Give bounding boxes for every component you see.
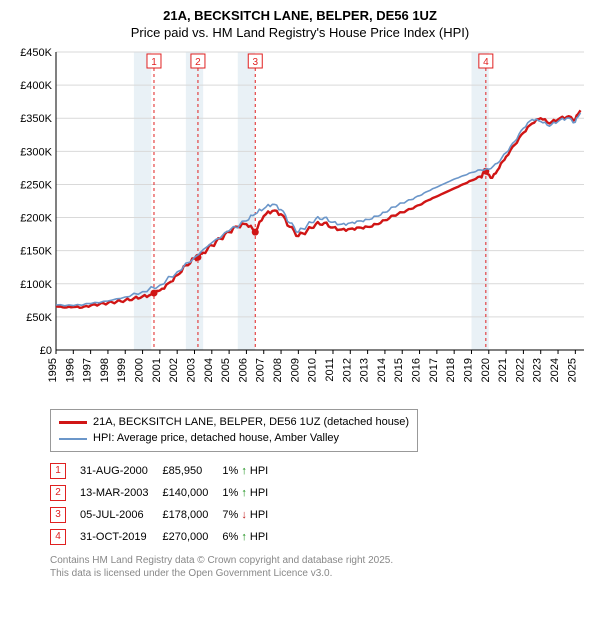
svg-text:2019: 2019	[462, 358, 474, 382]
event-date: 13-MAR-2003	[80, 482, 162, 504]
events-table: 1 31-AUG-2000£85,9501% ↑ HPI 2 13-MAR-2003£…	[50, 460, 590, 548]
svg-text:2023: 2023	[532, 358, 544, 382]
svg-text:2005: 2005	[220, 358, 232, 382]
svg-text:£200K: £200K	[20, 212, 52, 224]
footnote: Contains HM Land Registry data © Crown c…	[50, 554, 590, 580]
svg-text:£300K: £300K	[20, 146, 52, 158]
svg-text:2024: 2024	[549, 358, 561, 382]
svg-text:£100K: £100K	[20, 279, 52, 291]
svg-text:£450K: £450K	[20, 47, 52, 59]
legend: 21A, BECKSITCH LANE, BELPER, DE56 1UZ (d…	[50, 409, 418, 452]
svg-text:2016: 2016	[411, 358, 423, 382]
event-marker: 3	[50, 507, 66, 523]
svg-text:1999: 1999	[116, 358, 128, 382]
footnote-line: This data is licensed under the Open Gov…	[50, 567, 590, 580]
svg-text:£0: £0	[40, 345, 52, 357]
svg-text:2000: 2000	[134, 358, 146, 382]
event-price: £140,000	[162, 482, 222, 504]
svg-text:2011: 2011	[324, 358, 336, 382]
event-date: 05-JUL-2006	[80, 504, 162, 526]
footnote-line: Contains HM Land Registry data © Crown c…	[50, 554, 590, 567]
event-marker: 2	[50, 485, 66, 501]
svg-text:2010: 2010	[307, 358, 319, 382]
svg-text:2014: 2014	[376, 358, 388, 382]
event-date: 31-AUG-2000	[80, 460, 162, 482]
event-price: £178,000	[162, 504, 222, 526]
event-row: 3 05-JUL-2006£178,0007% ↓ HPI	[50, 504, 282, 526]
svg-text:2002: 2002	[168, 358, 180, 382]
svg-text:2012: 2012	[341, 358, 353, 382]
svg-text:2001: 2001	[151, 358, 163, 382]
svg-text:2003: 2003	[185, 358, 197, 382]
svg-text:2004: 2004	[203, 358, 215, 382]
legend-item: 21A, BECKSITCH LANE, BELPER, DE56 1UZ (d…	[59, 414, 409, 431]
svg-text:2015: 2015	[393, 358, 405, 382]
svg-text:2022: 2022	[514, 358, 526, 382]
event-price: £270,000	[162, 526, 222, 548]
svg-text:2021: 2021	[497, 358, 509, 382]
event-row: 2 13-MAR-2003£140,0001% ↑ HPI	[50, 482, 282, 504]
legend-swatch	[59, 438, 87, 440]
event-marker: 1	[50, 463, 66, 479]
svg-text:2017: 2017	[428, 358, 440, 382]
svg-text:£350K: £350K	[20, 113, 52, 125]
event-date: 31-OCT-2019	[80, 526, 162, 548]
event-pct: 7% ↓ HPI	[222, 504, 282, 526]
svg-text:2008: 2008	[272, 358, 284, 382]
legend-label: 21A, BECKSITCH LANE, BELPER, DE56 1UZ (d…	[93, 414, 409, 431]
svg-text:2: 2	[195, 57, 201, 68]
svg-text:2018: 2018	[445, 358, 457, 382]
svg-text:1998: 1998	[99, 358, 111, 382]
svg-text:3: 3	[252, 57, 258, 68]
svg-text:£250K: £250K	[20, 179, 52, 191]
svg-text:2007: 2007	[255, 358, 267, 382]
svg-text:4: 4	[483, 57, 489, 68]
svg-text:1995: 1995	[47, 358, 59, 382]
legend-label: HPI: Average price, detached house, Ambe…	[93, 430, 339, 447]
event-row: 1 31-AUG-2000£85,9501% ↑ HPI	[50, 460, 282, 482]
svg-text:1997: 1997	[82, 358, 94, 382]
arrow-up-icon: ↑	[241, 531, 247, 543]
svg-text:1: 1	[151, 57, 157, 68]
event-pct: 1% ↑ HPI	[222, 460, 282, 482]
svg-text:£400K: £400K	[20, 80, 52, 92]
chart-title: 21A, BECKSITCH LANE, BELPER, DE56 1UZ	[10, 8, 590, 25]
svg-text:2025: 2025	[566, 358, 578, 382]
chart-container: 21A, BECKSITCH LANE, BELPER, DE56 1UZ Pr…	[0, 0, 600, 588]
arrow-up-icon: ↑	[241, 465, 247, 477]
chart-plot: £0 £50K £100K £150K £200K £250K £300K £350K £400…	[10, 46, 590, 401]
event-price: £85,950	[162, 460, 222, 482]
svg-text:£50K: £50K	[26, 312, 52, 324]
svg-text:2013: 2013	[359, 358, 371, 382]
chart-svg: £0 £50K £100K £150K £200K £250K £300K £350K £400…	[10, 46, 590, 396]
event-pct: 1% ↑ HPI	[222, 482, 282, 504]
arrow-up-icon: ↑	[241, 487, 247, 499]
svg-text:2020: 2020	[480, 358, 492, 382]
svg-text:2009: 2009	[289, 358, 301, 382]
legend-swatch	[59, 421, 87, 424]
event-marker: 4	[50, 529, 66, 545]
svg-text:2006: 2006	[237, 358, 249, 382]
chart-subtitle: Price paid vs. HM Land Registry's House …	[10, 25, 590, 40]
arrow-down-icon: ↓	[241, 509, 247, 521]
event-row: 4 31-OCT-2019£270,0006% ↑ HPI	[50, 526, 282, 548]
svg-text:£150K: £150K	[20, 246, 52, 258]
event-pct: 6% ↑ HPI	[222, 526, 282, 548]
svg-text:1996: 1996	[64, 358, 76, 382]
legend-item: HPI: Average price, detached house, Ambe…	[59, 430, 409, 447]
